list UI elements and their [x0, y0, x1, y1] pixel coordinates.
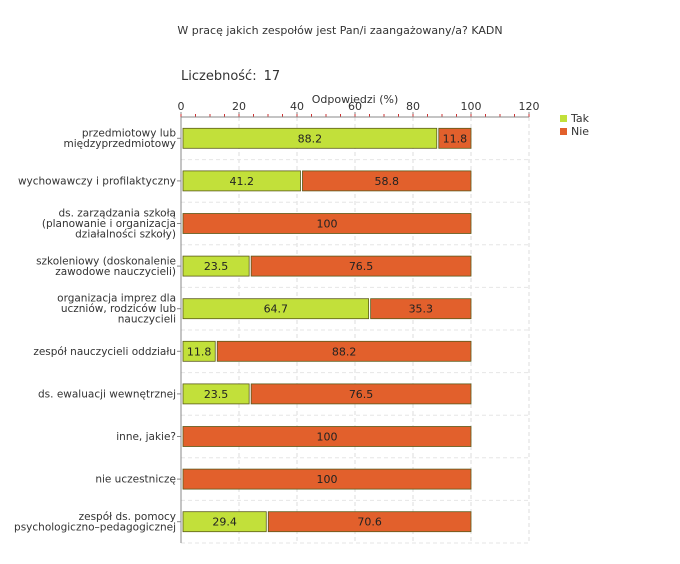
x-tick-label: 0	[178, 100, 185, 113]
legend-swatch-nie	[560, 128, 567, 135]
bar-value-label: 100	[317, 473, 338, 486]
bar-nie	[182, 468, 472, 490]
category-label: szkoleniowy (doskonalenie zawodowe nauczy…	[36, 255, 176, 278]
category-label-line: inne, jakie?	[116, 431, 176, 443]
bar-value-label: 35.3	[409, 303, 434, 316]
x-tick-label: 60	[348, 100, 362, 113]
bar-nie	[250, 383, 472, 405]
category-label-line: szkoleniowy (doskonalenie	[36, 255, 176, 267]
category-label: nie uczestniczę	[95, 474, 176, 486]
category-label-line: zespół ds. pomocy	[79, 511, 176, 523]
bar-tak	[182, 383, 250, 405]
bar-value-label: 88.2	[332, 345, 357, 358]
bar-value-label: 76.5	[349, 260, 374, 273]
category-label: zespół ds. pomocy psychologiczno–pedagogi…	[14, 511, 176, 534]
bar-tak	[182, 511, 267, 533]
legend-label-tak: Tak	[570, 112, 590, 125]
x-tick-label: 40	[290, 100, 304, 113]
bar-nie	[370, 298, 472, 320]
category-label-line: nauczycieli	[118, 314, 176, 326]
bar-value-label: 41.2	[229, 175, 254, 188]
bar-tak	[182, 298, 370, 320]
category-label-line: uczniów, rodziców lub	[61, 303, 176, 315]
category-label: ds. ewaluacji wewnętrznej	[38, 388, 176, 400]
legend-swatch-tak	[560, 115, 567, 122]
bar-value-label: 23.5	[204, 260, 229, 273]
x-tick-label: 20	[232, 100, 246, 113]
x-tick-label: 100	[461, 100, 482, 113]
bar-nie	[302, 170, 472, 192]
category-label: ds. zarządzania szkołą (planowanie i orga…	[42, 208, 176, 241]
count-label-text: Liczebność:	[181, 69, 257, 84]
count-label: Liczebność: 17	[181, 69, 280, 84]
category-label: organizacja imprez dla uczniów, rodziców …	[57, 293, 176, 326]
bar-value-label: 100	[317, 218, 338, 231]
bar-nie	[250, 255, 472, 277]
category-label-line: organizacja imprez dla	[57, 293, 176, 305]
x-tick-label: 80	[406, 100, 420, 113]
bar-nie	[267, 511, 472, 533]
bar-nie	[438, 127, 472, 149]
category-label: przedmiotowy lub międzyprzedmiotowy	[63, 128, 176, 151]
chart-title: W pracę jakich zespołów jest Pan/i zaang…	[177, 24, 502, 37]
bar-value-label: 23.5	[204, 388, 229, 401]
count-value: 17	[264, 69, 281, 84]
bar-value-label: 58.8	[374, 175, 399, 188]
bars: 88.2 11.8 41.2 58.8 100 23.5 76.5 64.7 35.3 11.8 8…	[182, 127, 472, 533]
bar-value-label: 11.8	[443, 132, 468, 145]
category-label-line: nie uczestniczę	[95, 474, 176, 486]
x-axis-label: Odpowiedzi (%)	[312, 93, 399, 106]
bar-tak	[182, 170, 301, 192]
category-label-line: wychowawczy i profilaktyczny	[18, 175, 176, 187]
category-label-line: przedmiotowy lub	[82, 128, 176, 140]
bar-value-label: 76.5	[349, 388, 374, 401]
bar-value-label: 70.6	[357, 516, 382, 529]
category-label: zespół nauczycieli oddziału	[33, 346, 176, 358]
category-label-line: zespół nauczycieli oddziału	[33, 346, 176, 358]
bar-tak	[182, 127, 438, 149]
bar-tak	[182, 255, 250, 277]
category-label: inne, jakie?	[116, 431, 176, 443]
category-label-line: międzyprzedmiotowy	[63, 138, 176, 150]
bar-value-label: 64.7	[264, 303, 289, 316]
bar-nie	[182, 426, 472, 447]
category-label-line: zawodowe nauczycieli)	[55, 266, 176, 278]
category-label-line: ds. ewaluacji wewnętrznej	[38, 388, 176, 400]
legend-label-nie: Nie	[571, 125, 589, 138]
category-label-line: psychologiczno–pedagogicznej	[14, 521, 176, 533]
category-label-line: (planowanie i organizacja	[42, 218, 176, 230]
x-tick-label: 120	[519, 100, 540, 113]
bar-value-label: 11.8	[187, 345, 212, 358]
bar-nie	[182, 213, 472, 234]
category-labels: przedmiotowy lub międzyprzedmiotowy wychow…	[14, 128, 176, 534]
bar-nie	[216, 340, 472, 362]
category-label-line: ds. zarządzania szkołą	[58, 208, 176, 220]
category-label: wychowawczy i profilaktyczny	[18, 175, 176, 187]
bar-value-label: 88.2	[298, 132, 323, 145]
bar-tak	[182, 340, 216, 362]
bar-value-label: 100	[317, 431, 338, 444]
category-label-line: działalności szkoły)	[75, 229, 176, 241]
axes: 0 20 40 60 80 100 120	[177, 100, 540, 543]
bar-value-label: 29.4	[212, 516, 237, 529]
